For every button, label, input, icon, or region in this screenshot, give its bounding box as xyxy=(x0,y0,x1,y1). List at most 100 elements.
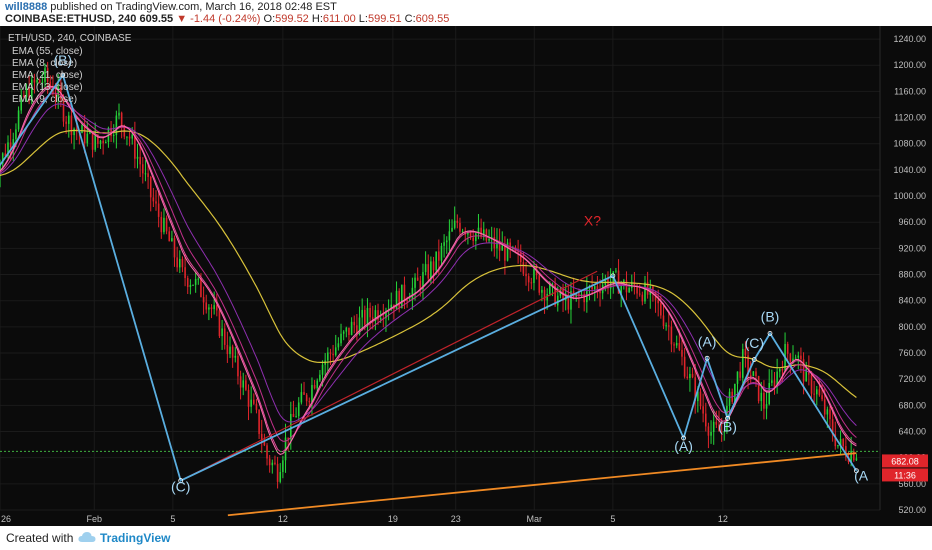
candle-body xyxy=(334,347,337,356)
candle-body xyxy=(789,353,792,362)
candle-body xyxy=(472,237,474,242)
candle-body xyxy=(720,431,723,433)
candle-body xyxy=(786,343,789,354)
legend-item[interactable]: EMA (55, close) xyxy=(12,46,83,57)
legend-item[interactable]: EMA (9, close) xyxy=(12,94,77,105)
candle-body xyxy=(506,242,509,261)
candle-body xyxy=(379,317,382,320)
candle-body xyxy=(810,374,813,394)
candle-body xyxy=(834,434,837,447)
candle-body xyxy=(443,242,445,246)
trendline-red xyxy=(180,270,598,482)
wave-label: (C) xyxy=(171,479,190,495)
candle-body xyxy=(36,79,38,83)
legend-item[interactable]: EMA (13, close) xyxy=(12,82,83,93)
candle-body xyxy=(332,353,334,356)
wave-label: (B) xyxy=(718,419,737,435)
candle-body xyxy=(794,357,797,359)
candle-body xyxy=(533,268,535,283)
candle-body xyxy=(282,460,284,472)
candle-body xyxy=(118,112,120,116)
candle-body xyxy=(660,303,662,316)
price-chart[interactable]: 520.00560.00600.00640.00680.00720.00760.… xyxy=(0,26,932,526)
candle-body xyxy=(662,315,665,326)
candle-body xyxy=(837,444,839,447)
candle-body xyxy=(49,81,52,86)
candle-body xyxy=(250,399,252,407)
wave-point xyxy=(681,435,686,441)
candle-body xyxy=(65,121,67,124)
candle-body xyxy=(657,300,659,304)
tradingview-brand[interactable]: TradingView xyxy=(100,531,171,545)
candle-body xyxy=(749,374,752,376)
ema-line xyxy=(0,92,857,442)
wave-point xyxy=(751,357,757,362)
candle-body xyxy=(25,88,28,97)
change-arrow-icon: ▼ xyxy=(176,13,188,25)
candle-body xyxy=(475,233,477,242)
candle-body xyxy=(689,373,691,379)
candle-body xyxy=(229,346,231,355)
candle-body xyxy=(691,373,694,378)
candle-body xyxy=(340,333,342,344)
candle-body xyxy=(147,173,149,177)
candle-body xyxy=(200,278,202,298)
candle-body xyxy=(408,299,411,301)
candle-body xyxy=(702,406,704,414)
candle-body xyxy=(517,251,519,253)
candle-body xyxy=(704,413,707,427)
publish-header: will8888 published on TradingView.com, M… xyxy=(0,0,932,26)
author-link[interactable]: will8888 xyxy=(5,1,48,13)
legend-item[interactable]: EMA (8, close) xyxy=(12,58,77,69)
candle-body xyxy=(765,404,768,409)
price-tick-label: 1000.00 xyxy=(893,191,926,201)
candle-body xyxy=(712,421,715,433)
tradingview-logo-icon xyxy=(78,532,96,542)
countdown-badge-text: 11:36 xyxy=(894,470,916,480)
high-value: 611.00 xyxy=(322,13,356,25)
ema-lines xyxy=(0,85,857,455)
candle-body xyxy=(467,232,469,235)
candle-body xyxy=(763,392,765,409)
candle-body xyxy=(70,115,73,136)
candle-body xyxy=(305,394,308,402)
candle-body xyxy=(327,352,329,361)
candle-body xyxy=(17,110,20,130)
candle-body xyxy=(23,95,25,97)
candle-body xyxy=(482,229,485,237)
candle-body xyxy=(163,217,165,233)
candle-body xyxy=(596,286,599,291)
candle-body xyxy=(686,376,689,379)
candle-body xyxy=(385,311,387,319)
candle-body xyxy=(263,441,266,446)
wave-point xyxy=(854,468,859,474)
candle-body xyxy=(15,129,17,140)
symbol-label: COINBASE:ETHUSD, 240 xyxy=(5,13,137,25)
candle-body xyxy=(813,393,815,395)
time-tick-label: 5 xyxy=(610,514,615,524)
price-tick-label: 560.00 xyxy=(898,479,926,489)
candle-body xyxy=(556,295,559,306)
candle-body xyxy=(522,262,525,274)
time-tick-label: 5 xyxy=(170,514,175,524)
candle-body xyxy=(258,409,260,434)
candle-body xyxy=(94,134,97,150)
candle-body xyxy=(842,439,845,447)
candle-body xyxy=(231,346,234,358)
elliott-wave-line xyxy=(0,73,858,482)
candle-body xyxy=(620,285,622,294)
candle-body xyxy=(771,380,773,383)
candle-body xyxy=(216,305,218,311)
candle-body xyxy=(403,284,406,301)
legend-item[interactable]: EMA (21, close) xyxy=(12,70,83,81)
price-tick-label: 840.00 xyxy=(898,296,926,306)
candle-body xyxy=(41,81,44,83)
candle-body xyxy=(377,310,379,320)
open-label: O: xyxy=(263,13,276,25)
candle-body xyxy=(461,231,464,233)
ema-line xyxy=(0,103,857,426)
price-tick-label: 1160.00 xyxy=(894,86,926,96)
candle-body xyxy=(747,355,749,375)
candle-body xyxy=(699,391,702,407)
candle-body xyxy=(73,128,75,136)
